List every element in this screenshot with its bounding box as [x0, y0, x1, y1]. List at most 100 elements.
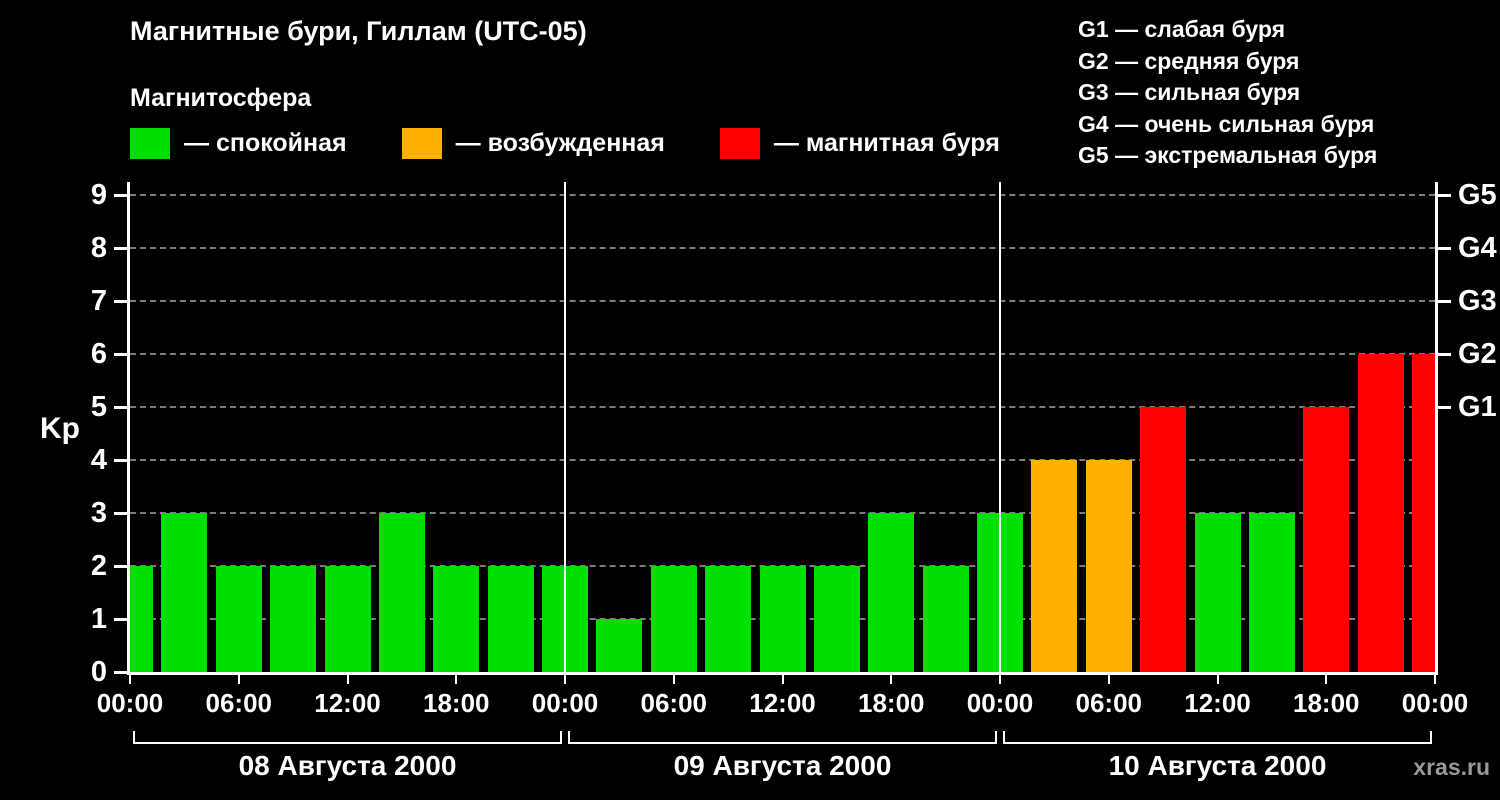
x-tick	[455, 675, 458, 684]
x-tick-label: 06:00	[205, 688, 273, 718]
gridline	[130, 247, 1435, 249]
x-tick	[781, 675, 784, 684]
x-axis-line	[127, 672, 1438, 675]
kp-bar	[1303, 407, 1350, 672]
x-tick-label: 12:00	[1184, 688, 1251, 718]
day-date-label: 09 Августа 2000	[673, 750, 892, 781]
legend-item-label: — магнитная буря	[773, 129, 1000, 157]
g-tick	[1438, 406, 1451, 409]
y-tick-label: 7	[90, 285, 107, 317]
y-axis-label: Kp	[40, 412, 80, 445]
x-tick-label: 18:00	[858, 688, 925, 718]
x-tick	[1216, 675, 1219, 684]
watermark: xras.ru	[1413, 754, 1490, 780]
g-axis-label: G4	[1458, 232, 1497, 264]
page-title: Магнитные бури, Гиллам (UTC-05)	[130, 16, 587, 46]
x-tick	[346, 675, 349, 684]
x-tick-label: 00:00	[966, 688, 1034, 718]
kp-bar	[759, 566, 806, 672]
g-tick	[1438, 353, 1451, 356]
active-swatch-icon	[401, 128, 442, 159]
y-tick	[114, 194, 127, 197]
kp-bar	[705, 566, 752, 672]
day-bracket-tick	[995, 731, 997, 744]
magnetosphere-legend: — спокойная — возбужденная — магнитная бур…	[130, 128, 1000, 159]
day-bracket-tick	[133, 731, 135, 744]
kp-bar	[1140, 407, 1187, 672]
kp-bar	[1194, 513, 1241, 672]
day-bracket	[1003, 742, 1432, 744]
day-bracket-tick	[560, 731, 562, 744]
x-tick	[237, 675, 240, 684]
x-tick	[672, 675, 675, 684]
y-tick-label: 6	[90, 338, 107, 370]
g-legend-line: G4 — очень сильная буря	[1078, 110, 1375, 137]
legend-item-label: — спокойная	[184, 129, 347, 157]
y-tick-label: 1	[90, 603, 107, 635]
kp-bar	[596, 619, 643, 672]
g-tick	[1438, 194, 1451, 197]
y-tick	[114, 618, 127, 621]
day-date-label: 08 Августа 2000	[238, 750, 457, 781]
kp-bar	[324, 566, 371, 672]
kp-bar	[1031, 460, 1078, 672]
x-tick	[1107, 675, 1110, 684]
kp-bar	[270, 566, 317, 672]
day-bracket	[133, 742, 562, 744]
legend-item-quiet: — спокойная	[130, 128, 347, 159]
g-axis-label: G5	[1458, 179, 1497, 211]
g-tick	[1438, 300, 1451, 303]
quiet-swatch-icon	[130, 128, 170, 159]
y-tick-label: 2	[90, 550, 107, 582]
kp-bar	[1248, 513, 1295, 672]
x-tick	[1434, 675, 1436, 684]
x-tick-label: 12:00	[314, 688, 381, 718]
x-tick	[564, 675, 566, 684]
day-bracket	[568, 742, 997, 744]
y-tick	[114, 671, 127, 674]
y-tick	[114, 565, 127, 568]
legend-item-storm: — магнитная буря	[719, 128, 1000, 159]
day-bracket-tick	[1003, 731, 1005, 744]
y-tick-label: 9	[90, 179, 107, 211]
y-tick-label: 3	[90, 497, 107, 529]
right-axis-line	[1435, 182, 1438, 675]
g-axis-label: G1	[1458, 391, 1497, 423]
kp-bar	[813, 566, 860, 672]
kp-bar	[215, 566, 262, 672]
legend-item-label: — возбужденная	[455, 129, 665, 157]
x-tick-label: 12:00	[749, 688, 816, 718]
gridline	[130, 300, 1435, 302]
gridline	[130, 512, 1435, 514]
y-tick	[114, 459, 127, 462]
x-tick	[129, 675, 131, 684]
kp-bar	[922, 566, 969, 672]
storm-scale-legend: G1 — слабая буря G2 — средняя буря G3 — си…	[1078, 14, 1377, 172]
g-legend-line: G3 — сильная буря	[1078, 79, 1301, 105]
kp-bar	[650, 566, 697, 672]
x-tick-label: 06:00	[1075, 688, 1143, 718]
x-tick-label: 06:00	[640, 688, 708, 718]
legend-heading: Магнитосфера	[130, 84, 312, 112]
kp-bar	[130, 566, 153, 672]
kp-bar	[433, 566, 480, 672]
y-tick	[114, 353, 127, 356]
gridline	[130, 459, 1435, 461]
kp-bar	[487, 566, 534, 672]
y-tick-label: 8	[90, 232, 107, 264]
x-tick-label: 00:00	[96, 688, 164, 718]
x-tick	[890, 675, 893, 684]
y-tick-label: 0	[90, 656, 107, 688]
y-tick	[114, 406, 127, 409]
x-tick-label: 18:00	[423, 688, 490, 718]
x-tick-label: 00:00	[1401, 688, 1469, 718]
day-separator	[999, 182, 1001, 672]
g-legend-line: G1 — слабая буря	[1078, 16, 1286, 42]
kp-bar	[161, 513, 208, 672]
y-tick	[114, 247, 127, 250]
kp-bar	[378, 513, 425, 672]
kp-bar	[1085, 460, 1132, 672]
g-axis-label: G2	[1458, 338, 1497, 370]
kp-bar	[1357, 354, 1404, 672]
